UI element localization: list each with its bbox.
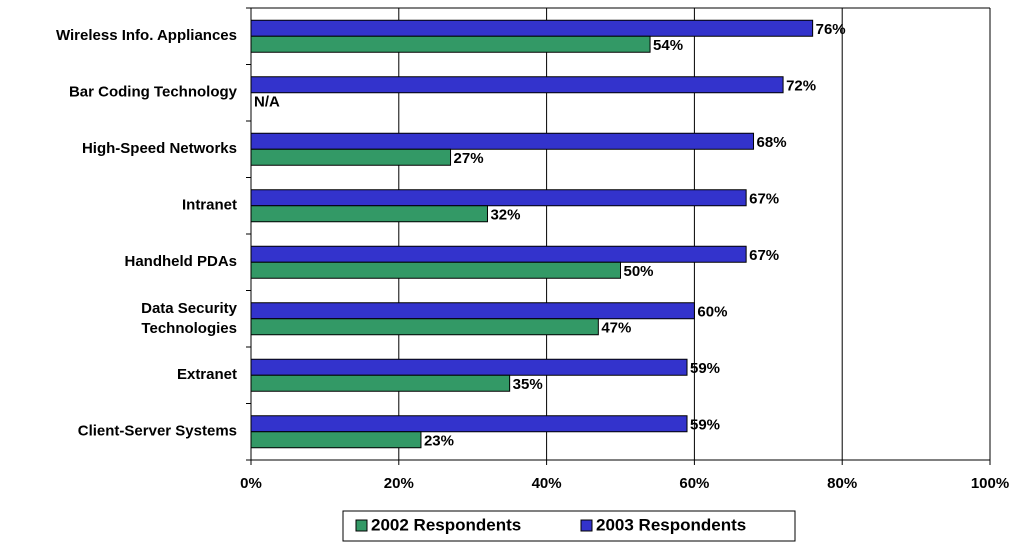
y-tick-label: High-Speed Networks bbox=[82, 140, 237, 157]
legend-label: 2003 Respondents bbox=[596, 515, 746, 534]
y-tick-label: Client-Server Systems bbox=[78, 423, 237, 440]
y-tick-label: Bar Coding Technology bbox=[69, 84, 238, 101]
data-label: 59% bbox=[690, 417, 720, 434]
bar bbox=[250, 415, 688, 433]
legend-swatch bbox=[355, 519, 368, 532]
bar bbox=[250, 374, 511, 392]
data-label: 35% bbox=[513, 376, 543, 393]
data-label: 60% bbox=[697, 304, 727, 321]
bar bbox=[250, 148, 452, 166]
x-tick-label: 80% bbox=[827, 475, 857, 492]
data-label: 54% bbox=[653, 37, 683, 54]
x-tick-label: 0% bbox=[240, 475, 262, 492]
bar bbox=[250, 19, 814, 37]
bar bbox=[250, 189, 747, 207]
y-tick-label: Handheld PDAs bbox=[124, 253, 237, 270]
y-tick-label: Data Security Technologies bbox=[141, 300, 238, 337]
data-label: 47% bbox=[601, 320, 631, 337]
y-tick-label: Wireless Info. Appliances bbox=[56, 27, 237, 44]
data-label: 32% bbox=[490, 207, 520, 224]
data-label: N/A bbox=[254, 94, 280, 111]
data-label: 68% bbox=[757, 134, 787, 151]
bar bbox=[250, 35, 651, 53]
legend-swatch bbox=[580, 519, 593, 532]
data-label: 23% bbox=[424, 433, 454, 450]
legend-box bbox=[342, 510, 796, 542]
bar bbox=[250, 205, 488, 223]
bar bbox=[250, 358, 688, 376]
data-label: 67% bbox=[749, 247, 779, 264]
bar bbox=[250, 132, 755, 150]
bar bbox=[250, 431, 422, 449]
data-label: 72% bbox=[786, 78, 816, 95]
bar bbox=[250, 302, 695, 320]
x-tick-label: 20% bbox=[384, 475, 414, 492]
y-tick-label: Extranet bbox=[177, 366, 237, 383]
x-tick-label: 40% bbox=[532, 475, 562, 492]
bar bbox=[250, 318, 599, 336]
data-label: 50% bbox=[624, 263, 654, 280]
x-tick-label: 60% bbox=[679, 475, 709, 492]
bar bbox=[250, 261, 621, 279]
data-label: 59% bbox=[690, 360, 720, 377]
data-label: 67% bbox=[749, 191, 779, 208]
legend-label: 2002 Respondents bbox=[371, 515, 521, 534]
data-label: 27% bbox=[454, 150, 484, 167]
y-tick-label: Intranet bbox=[182, 197, 237, 214]
x-tick-label: 100% bbox=[971, 475, 1009, 492]
bar bbox=[250, 76, 784, 94]
data-label: 76% bbox=[816, 21, 846, 38]
bar bbox=[250, 245, 747, 263]
